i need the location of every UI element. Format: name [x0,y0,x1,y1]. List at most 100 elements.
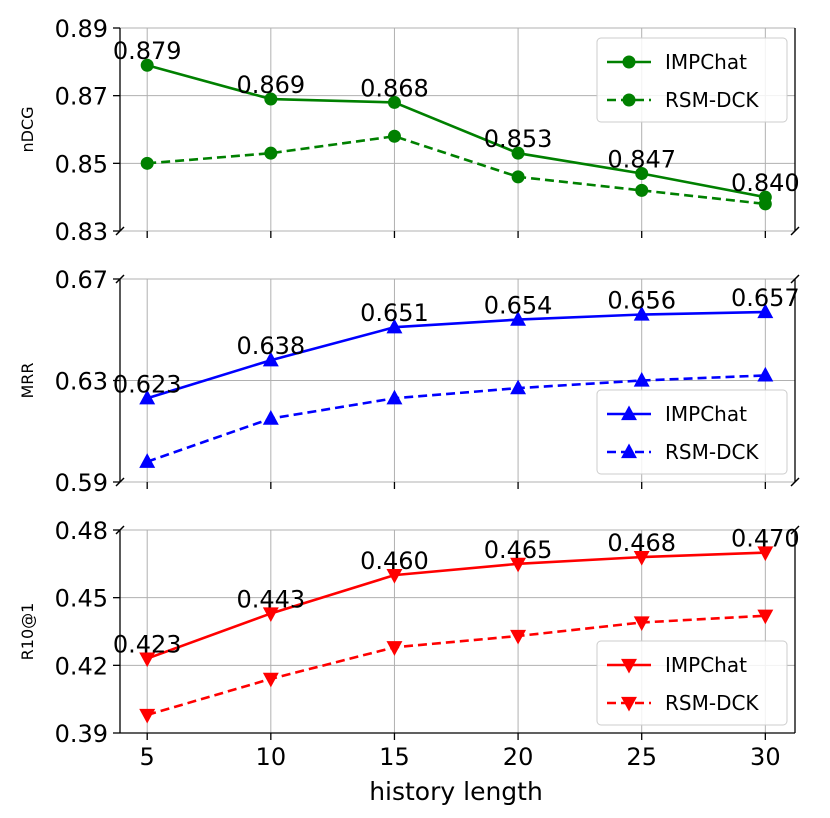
data-point [511,170,525,184]
data-label: 0.656 [607,287,676,315]
data-point [139,652,156,668]
data-point [758,197,772,211]
data-point [633,616,650,632]
panel-mrr: 0.59 0.63 0.67 MRR 0.623 0.638 0.651 0.654 0.656… [18,266,800,497]
data-point [511,146,525,160]
axis-break-mark [790,477,800,487]
y-axis-label: nDCG [18,106,37,152]
legend: IMPChat RSM-DCK [596,640,788,726]
data-point [139,453,156,468]
data-label: 0.840 [731,169,800,197]
data-point [510,629,527,645]
data-label: 0.657 [731,284,800,312]
data-point [757,366,774,382]
legend-box [596,389,788,475]
data-point [635,166,649,180]
data-label: 0.423 [113,631,182,659]
data-point [386,318,403,334]
data-point [757,546,774,562]
y-tick-label: 0.83 [55,218,108,246]
data-label: 0.869 [236,71,305,99]
x-tick-label: 10 [256,743,287,771]
data-label: 0.623 [113,370,182,398]
y-tick-label: 0.67 [55,266,108,294]
series-impchat: 0.623 0.638 0.651 0.654 0.656 0.657 [113,284,800,405]
axis-break-mark [790,525,800,535]
data-point [510,379,527,395]
series-line [146,63,766,199]
series-line [147,134,766,206]
legend-marker [621,405,637,421]
x-tick-label: 15 [379,743,410,771]
x-tick-label: 5 [140,743,155,771]
series-impchat: 0.879 0.869 0.868 0.853 0.847 0.840 [113,37,800,204]
legend-label: RSM-DCK [665,88,759,112]
legend-box [596,37,788,123]
data-point [140,58,154,72]
data-label: 0.460 [360,547,429,575]
legend-marker [622,93,636,107]
data-point [387,95,401,109]
y-axis-label: R10@1 [18,603,37,661]
data-point [262,672,279,688]
data-point [140,156,154,170]
series-rsm-dck [139,366,774,468]
legend-marker [621,696,637,712]
y-tick-label: 0.63 [55,368,108,396]
data-point [757,609,774,625]
x-tick-label: 25 [626,743,657,771]
data-point [139,389,156,405]
legend-box [596,640,788,726]
data-point [386,389,403,405]
legend-marker [621,443,637,459]
legend: IMPChat RSM-DCK [596,389,788,475]
data-point [635,183,649,197]
y-tick-label: 0.87 [55,83,108,111]
data-label: 0.468 [607,529,676,557]
x-tick-label: 30 [750,743,781,771]
y-axis-label: MRR [18,362,37,398]
series-rsm-dck [139,609,774,724]
data-point [633,371,650,387]
axis-break-mark [790,226,800,236]
data-point [757,303,774,319]
data-label: 0.879 [113,37,182,65]
data-point [386,568,403,584]
data-label: 0.638 [236,332,305,360]
series-rsm-dck [140,129,772,211]
x-axis-label: history length [369,777,543,806]
legend-marker [622,55,636,69]
y-tick-label: 0.89 [55,15,108,43]
data-point [633,305,650,321]
y-tick-label: 0.48 [55,517,108,545]
legend-label: IMPChat [665,653,747,677]
legend: IMPChat RSM-DCK [596,37,788,123]
series-line [146,551,766,660]
data-label: 0.654 [484,292,553,320]
x-tick-label: 20 [503,743,534,771]
series-impchat: 0.423 0.443 0.460 0.465 0.468 0.470 [113,525,800,668]
data-point [262,607,279,623]
data-label: 0.443 [236,585,305,613]
data-label: 0.465 [484,536,553,564]
data-label: 0.470 [731,525,800,553]
data-point [262,410,279,425]
legend-marker [621,658,637,674]
data-point [510,557,527,573]
legend-label: RSM-DCK [665,691,759,715]
y-tick-label: 0.59 [55,469,108,497]
series-line [146,310,766,400]
data-point [264,146,278,160]
y-tick-label: 0.42 [55,652,108,680]
data-point [139,708,156,724]
data-point [264,92,278,106]
data-point [510,311,527,326]
data-point [387,129,401,143]
y-tick-label: 0.45 [55,585,108,613]
data-point [386,641,403,656]
panels: 0.83 0.85 0.87 0.89 nDCG 0.879 0.869 0.868 0.853… [18,15,800,771]
panel-ndcg: 0.83 0.85 0.87 0.89 nDCG 0.879 0.869 0.868 0.853… [18,15,800,246]
legend-label: RSM-DCK [665,440,759,464]
